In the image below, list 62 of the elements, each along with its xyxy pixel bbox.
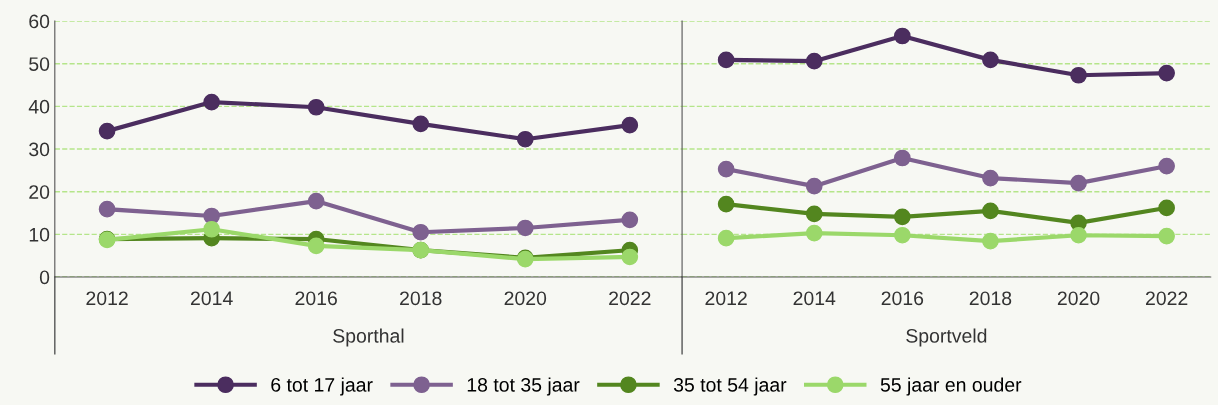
x-tick-label: 2012 xyxy=(86,291,128,306)
x-tick-label: 2022 xyxy=(1145,291,1188,306)
y-tick-label: 0 xyxy=(39,270,50,285)
point xyxy=(98,122,116,140)
point xyxy=(1158,199,1175,217)
point xyxy=(717,160,735,178)
point xyxy=(516,130,534,148)
x-axis-title: Sporthal xyxy=(333,328,404,347)
point xyxy=(717,51,735,69)
y-tick-label: 40 xyxy=(28,99,50,114)
point xyxy=(805,177,823,195)
point xyxy=(412,223,430,241)
x-tick-label: 2018 xyxy=(969,291,1012,306)
point xyxy=(894,27,911,45)
point xyxy=(1158,64,1175,82)
x-tick-label: 2014 xyxy=(190,291,233,306)
point xyxy=(894,149,911,167)
point xyxy=(203,220,220,238)
point xyxy=(1158,157,1175,175)
x-tick-label: 2016 xyxy=(295,291,337,306)
y-tick-label: 60 xyxy=(29,14,50,29)
point xyxy=(894,208,911,226)
point xyxy=(717,229,735,247)
point xyxy=(307,192,325,210)
point xyxy=(307,98,325,116)
point xyxy=(621,248,639,266)
point xyxy=(307,237,325,255)
point xyxy=(894,226,911,244)
legend-label: 18 tot 35 jaar xyxy=(467,377,580,396)
point xyxy=(805,224,823,242)
x-axis-title: Sportveld xyxy=(906,328,987,347)
point xyxy=(516,219,534,237)
y-tick-label: 50 xyxy=(29,57,50,71)
point xyxy=(1070,174,1087,192)
x-tick-label: 2020 xyxy=(1057,291,1100,306)
x-tick-label: 2020 xyxy=(504,291,547,306)
point xyxy=(805,52,823,70)
point xyxy=(621,116,639,134)
point xyxy=(717,195,735,213)
legend-label: 6 tot 17 jaar xyxy=(271,377,373,396)
point xyxy=(1070,66,1087,84)
x-tick-label: 2018 xyxy=(400,291,442,306)
point xyxy=(982,232,999,250)
x-tick-label: 2022 xyxy=(609,291,651,306)
point xyxy=(805,205,823,223)
point xyxy=(412,115,430,133)
point xyxy=(203,93,220,111)
y-tick-label: 20 xyxy=(29,185,50,199)
point xyxy=(1070,226,1087,244)
y-tick-label: 10 xyxy=(29,227,50,242)
point xyxy=(1158,227,1175,245)
point xyxy=(982,169,999,187)
x-tick-label: 2014 xyxy=(793,291,836,306)
legend-label: 35 tot 54 jaar xyxy=(673,377,787,396)
y-tick-label: 30 xyxy=(29,142,50,157)
point xyxy=(98,200,116,218)
x-tick-label: 2016 xyxy=(881,291,924,306)
x-tick-label: 2012 xyxy=(705,291,747,306)
legend-label: 55 jaar en ouder xyxy=(880,377,1022,396)
point xyxy=(621,211,639,229)
point xyxy=(982,51,999,69)
point xyxy=(982,202,999,220)
